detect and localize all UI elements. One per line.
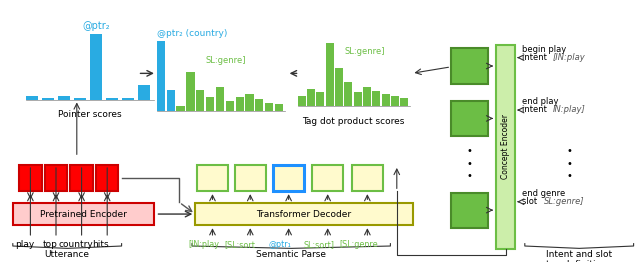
Text: Transformer Decoder: Transformer Decoder	[257, 210, 351, 219]
Bar	[106, 98, 118, 100]
Text: Concept Encoder: Concept Encoder	[501, 114, 510, 179]
Text: country: country	[58, 240, 93, 249]
Bar	[235, 165, 266, 191]
Bar	[451, 193, 488, 228]
Bar	[90, 34, 102, 100]
Bar	[13, 203, 154, 225]
Bar	[275, 104, 283, 111]
Bar	[74, 98, 86, 100]
Bar	[70, 165, 93, 191]
Bar	[496, 45, 515, 249]
Bar	[273, 165, 304, 191]
Text: intent: intent	[522, 53, 549, 62]
Text: hits: hits	[92, 240, 109, 249]
Text: Semantic Parse: Semantic Parse	[256, 250, 326, 259]
Text: Pretrained Encoder: Pretrained Encoder	[40, 210, 127, 219]
Bar	[326, 43, 333, 106]
Text: SL:sort]: SL:sort]	[303, 240, 334, 249]
Bar	[335, 68, 343, 106]
Text: top: top	[42, 240, 58, 249]
Bar	[381, 94, 390, 106]
Bar	[354, 92, 362, 106]
Bar	[206, 97, 214, 111]
Text: SL:genre]: SL:genre]	[205, 56, 246, 66]
Text: Utterance: Utterance	[45, 250, 90, 259]
Text: play: play	[15, 240, 34, 249]
Bar	[363, 86, 371, 106]
Bar	[344, 82, 353, 106]
Text: Tag dot product scores: Tag dot product scores	[303, 117, 404, 125]
Bar	[265, 103, 273, 111]
Text: •
•
•: • • •	[566, 146, 573, 181]
Bar	[245, 94, 253, 111]
Text: Pointer scores: Pointer scores	[58, 110, 122, 119]
Bar	[307, 89, 315, 106]
Bar	[197, 165, 228, 191]
Text: [SL:genre: [SL:genre	[339, 240, 378, 249]
Text: @ptr₁: @ptr₁	[269, 240, 292, 249]
Text: SL:genre]: SL:genre]	[344, 47, 385, 56]
Bar	[400, 98, 408, 106]
Bar	[372, 91, 380, 106]
Bar	[195, 203, 413, 225]
Bar	[157, 41, 165, 111]
Bar	[216, 86, 224, 111]
Bar	[138, 85, 150, 100]
Bar	[19, 165, 42, 191]
Bar	[451, 48, 488, 84]
Text: [IN:play: [IN:play	[188, 240, 219, 249]
Bar	[166, 90, 175, 111]
Text: [SL:sort: [SL:sort	[225, 240, 255, 249]
Text: @ptr₂: @ptr₂	[82, 21, 109, 31]
Bar	[58, 96, 70, 100]
Text: end genre: end genre	[522, 189, 565, 198]
Bar	[451, 101, 488, 136]
Bar	[186, 73, 195, 111]
Bar	[177, 106, 185, 111]
Bar	[226, 101, 234, 111]
Bar	[42, 98, 54, 100]
Bar	[391, 96, 399, 106]
Bar	[255, 99, 264, 111]
Bar	[352, 165, 383, 191]
Bar	[298, 96, 306, 106]
Text: slot: slot	[522, 197, 540, 206]
Text: Intent and slot
tag definitions: Intent and slot tag definitions	[546, 250, 612, 262]
Text: intent: intent	[522, 105, 549, 114]
Bar	[45, 165, 67, 191]
Bar	[96, 165, 118, 191]
Text: [IN:play: [IN:play	[553, 53, 586, 62]
Bar	[122, 98, 134, 100]
Text: begin play: begin play	[522, 45, 566, 54]
Bar	[316, 92, 324, 106]
Bar	[26, 96, 38, 100]
Text: SL:genre]: SL:genre]	[544, 197, 584, 206]
Text: end play: end play	[522, 97, 558, 106]
Text: IN:play]: IN:play]	[553, 105, 586, 114]
Bar	[236, 97, 244, 111]
Bar	[312, 165, 343, 191]
Bar	[196, 90, 204, 111]
Text: @ptr₂ (country): @ptr₂ (country)	[157, 29, 227, 38]
Text: •
•
•: • • •	[467, 146, 473, 181]
